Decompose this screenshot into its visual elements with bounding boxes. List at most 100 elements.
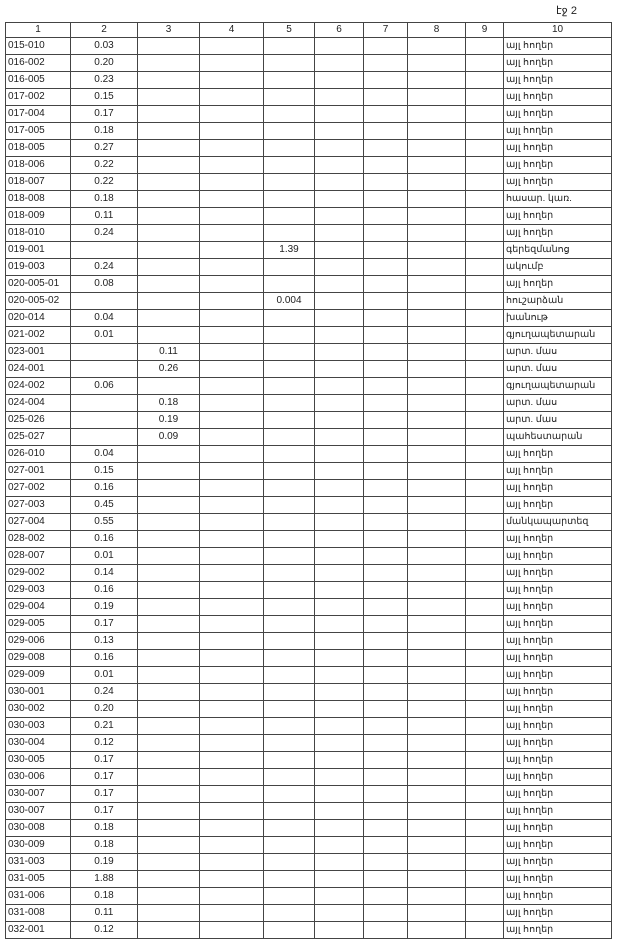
table-cell (363, 462, 408, 480)
table-cell (407, 71, 466, 89)
table-cell (263, 326, 315, 344)
table-cell (363, 751, 408, 769)
table-cell (465, 241, 504, 259)
table-cell (263, 734, 315, 752)
table-cell (314, 785, 364, 803)
table-cell (363, 904, 408, 922)
table-row: 019-003 0.24 ակումբ (5, 258, 612, 276)
table-cell: 0.15 (70, 462, 138, 480)
table-cell (407, 258, 466, 276)
table-cell (137, 54, 200, 72)
table-cell (465, 649, 504, 667)
table-cell (199, 734, 264, 752)
table-cell (407, 377, 466, 395)
table-cell (363, 241, 408, 259)
table-cell (314, 207, 364, 225)
table-cell (263, 666, 315, 684)
table-row: 029-008 0.16 այլ հողեր (5, 649, 612, 667)
table-cell: այլ հողեր (503, 496, 612, 514)
table-cell (263, 649, 315, 667)
table-cell: 0.20 (70, 54, 138, 72)
table-cell (199, 156, 264, 174)
table-cell (137, 241, 200, 259)
table-cell (363, 887, 408, 905)
table-cell: այլ հողեր (503, 615, 612, 633)
table-cell: 017-002 (5, 88, 71, 106)
table-cell (465, 173, 504, 191)
table-cell: այլ հողեր (503, 581, 612, 599)
table-cell: 030-006 (5, 768, 71, 786)
table-cell: 0.12 (70, 734, 138, 752)
table-cell (407, 54, 466, 72)
table-cell: 0.26 (137, 360, 200, 378)
table-cell (199, 411, 264, 429)
table-cell (465, 564, 504, 582)
table-cell: 017-004 (5, 105, 71, 123)
table-cell (407, 717, 466, 735)
table-cell: 018-007 (5, 173, 71, 191)
table-cell (363, 326, 408, 344)
table-cell: հուշարձան (503, 292, 612, 310)
table-cell (137, 462, 200, 480)
table-cell: 1.39 (263, 241, 315, 259)
table-cell (263, 853, 315, 871)
table-cell: 0.004 (263, 292, 315, 310)
table-cell (465, 581, 504, 599)
table-cell: այլ հողեր (503, 768, 612, 786)
table-cell (314, 173, 364, 191)
table-cell: 0.06 (70, 377, 138, 395)
table-cell (263, 802, 315, 820)
table-cell (137, 156, 200, 174)
table-cell (263, 581, 315, 599)
table-cell (465, 700, 504, 718)
table-cell (199, 445, 264, 463)
table-cell (263, 88, 315, 106)
table-row: 031-003 0.19 այլ հողեր (5, 853, 612, 871)
table-cell: 0.27 (70, 139, 138, 157)
table-cell: պահեստարան (503, 428, 612, 446)
table-cell (263, 343, 315, 361)
table-cell (263, 445, 315, 463)
table-cell (137, 615, 200, 633)
table-cell (137, 547, 200, 565)
table-cell (407, 734, 466, 752)
table-cell: 029-006 (5, 632, 71, 650)
table-row: 018-007 0.22 այլ հողեր (5, 173, 612, 191)
table-cell: այլ հողեր (503, 275, 612, 293)
table-cell (465, 836, 504, 854)
table-cell: այլ հողեր (503, 717, 612, 735)
table-cell (263, 105, 315, 123)
table-cell: 024-002 (5, 377, 71, 395)
table-cell (199, 190, 264, 208)
table-cell: 0.16 (70, 479, 138, 497)
column-header: 5 (263, 22, 315, 38)
table-cell (363, 275, 408, 293)
table-cell (137, 207, 200, 225)
table-cell (199, 275, 264, 293)
table-cell (137, 564, 200, 582)
table-cell: 0.16 (70, 649, 138, 667)
table-cell: 027-002 (5, 479, 71, 497)
table-cell: 031-003 (5, 853, 71, 871)
table-cell (407, 292, 466, 310)
table-cell (363, 173, 408, 191)
table-cell (314, 751, 364, 769)
table-row: 016-002 0.20 այլ հողեր (5, 54, 612, 72)
table-cell (137, 496, 200, 514)
table-cell (263, 139, 315, 157)
table-cell (407, 37, 466, 55)
table-row: 024-002 0.06 գյուղապետարան (5, 377, 612, 395)
table-cell: 027-004 (5, 513, 71, 531)
table-cell: այլ հողեր (503, 122, 612, 140)
table-cell (465, 819, 504, 837)
table-cell (137, 37, 200, 55)
table-cell: 023-001 (5, 343, 71, 361)
table-cell: 0.11 (137, 343, 200, 361)
table-cell: 032-001 (5, 921, 71, 939)
table-cell (199, 632, 264, 650)
table-cell (465, 428, 504, 446)
table-cell (199, 530, 264, 548)
table-cell (263, 71, 315, 89)
table-cell: 016-005 (5, 71, 71, 89)
table-cell (465, 734, 504, 752)
